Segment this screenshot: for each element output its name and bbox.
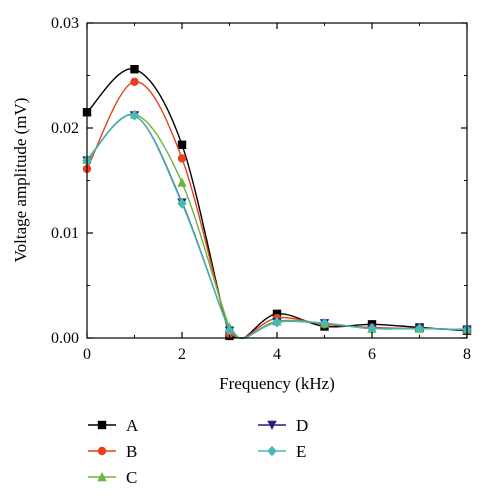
x-tick-label: 6 xyxy=(368,346,376,363)
legend-label-D: D xyxy=(296,416,308,435)
legend-marker-A xyxy=(97,420,107,430)
legend-item-A: A xyxy=(88,416,139,435)
data-point-B xyxy=(130,77,139,87)
x-axis-title: Frequency (kHz) xyxy=(219,374,335,393)
legend-marker-C xyxy=(97,472,107,482)
legend-label-C: C xyxy=(126,468,137,487)
data-point-E xyxy=(177,198,187,209)
data-point-C xyxy=(177,177,187,187)
series-line-C xyxy=(86,113,468,339)
series-D xyxy=(82,111,472,339)
series-A xyxy=(82,65,472,341)
data-point-A xyxy=(272,309,282,319)
legend-marker-E xyxy=(267,445,277,457)
data-point-E xyxy=(414,323,425,334)
data-point-E xyxy=(319,318,330,329)
data-point-B xyxy=(177,154,187,163)
series-E xyxy=(82,110,472,339)
plot-frame xyxy=(86,22,468,339)
series-layer xyxy=(82,65,472,341)
legend-item-C: C xyxy=(88,468,137,487)
x-tick-label: 8 xyxy=(463,346,471,363)
legend-label-B: B xyxy=(126,442,137,461)
x-tick-label: 0 xyxy=(83,346,91,363)
legend-label-E: E xyxy=(296,442,306,461)
series-line-D xyxy=(86,114,468,339)
series-line-E xyxy=(86,114,468,339)
series-line-A xyxy=(86,68,468,339)
y-tick-label: 0.02 xyxy=(51,120,79,137)
y-tick-label: 0.00 xyxy=(51,330,79,347)
legend-item-E: E xyxy=(258,442,306,461)
legend-label-A: A xyxy=(126,416,139,435)
legend: ABC DE xyxy=(88,416,308,487)
y-tick-label: 0.01 xyxy=(51,225,79,242)
x-tick-label: 2 xyxy=(178,346,186,363)
axes-layer: 0 2 4 6 8 0.00 0.01 0.02 0.03 xyxy=(51,15,471,363)
legend-marker-D xyxy=(267,420,277,430)
series-C xyxy=(82,109,472,339)
data-point-E xyxy=(367,323,377,334)
y-tick-label: 0.03 xyxy=(51,15,79,32)
data-point-E xyxy=(129,110,140,121)
legend-item-B: B xyxy=(88,442,137,461)
y-axis-title: Voltage amplitude (mV) xyxy=(11,98,30,263)
legend-marker-B xyxy=(97,446,107,456)
data-point-E xyxy=(272,317,282,328)
data-point-A xyxy=(177,140,187,149)
legend-item-D: D xyxy=(258,416,308,435)
data-point-E xyxy=(224,325,235,336)
x-tick-label: 4 xyxy=(273,346,281,363)
data-point-A xyxy=(130,65,139,74)
